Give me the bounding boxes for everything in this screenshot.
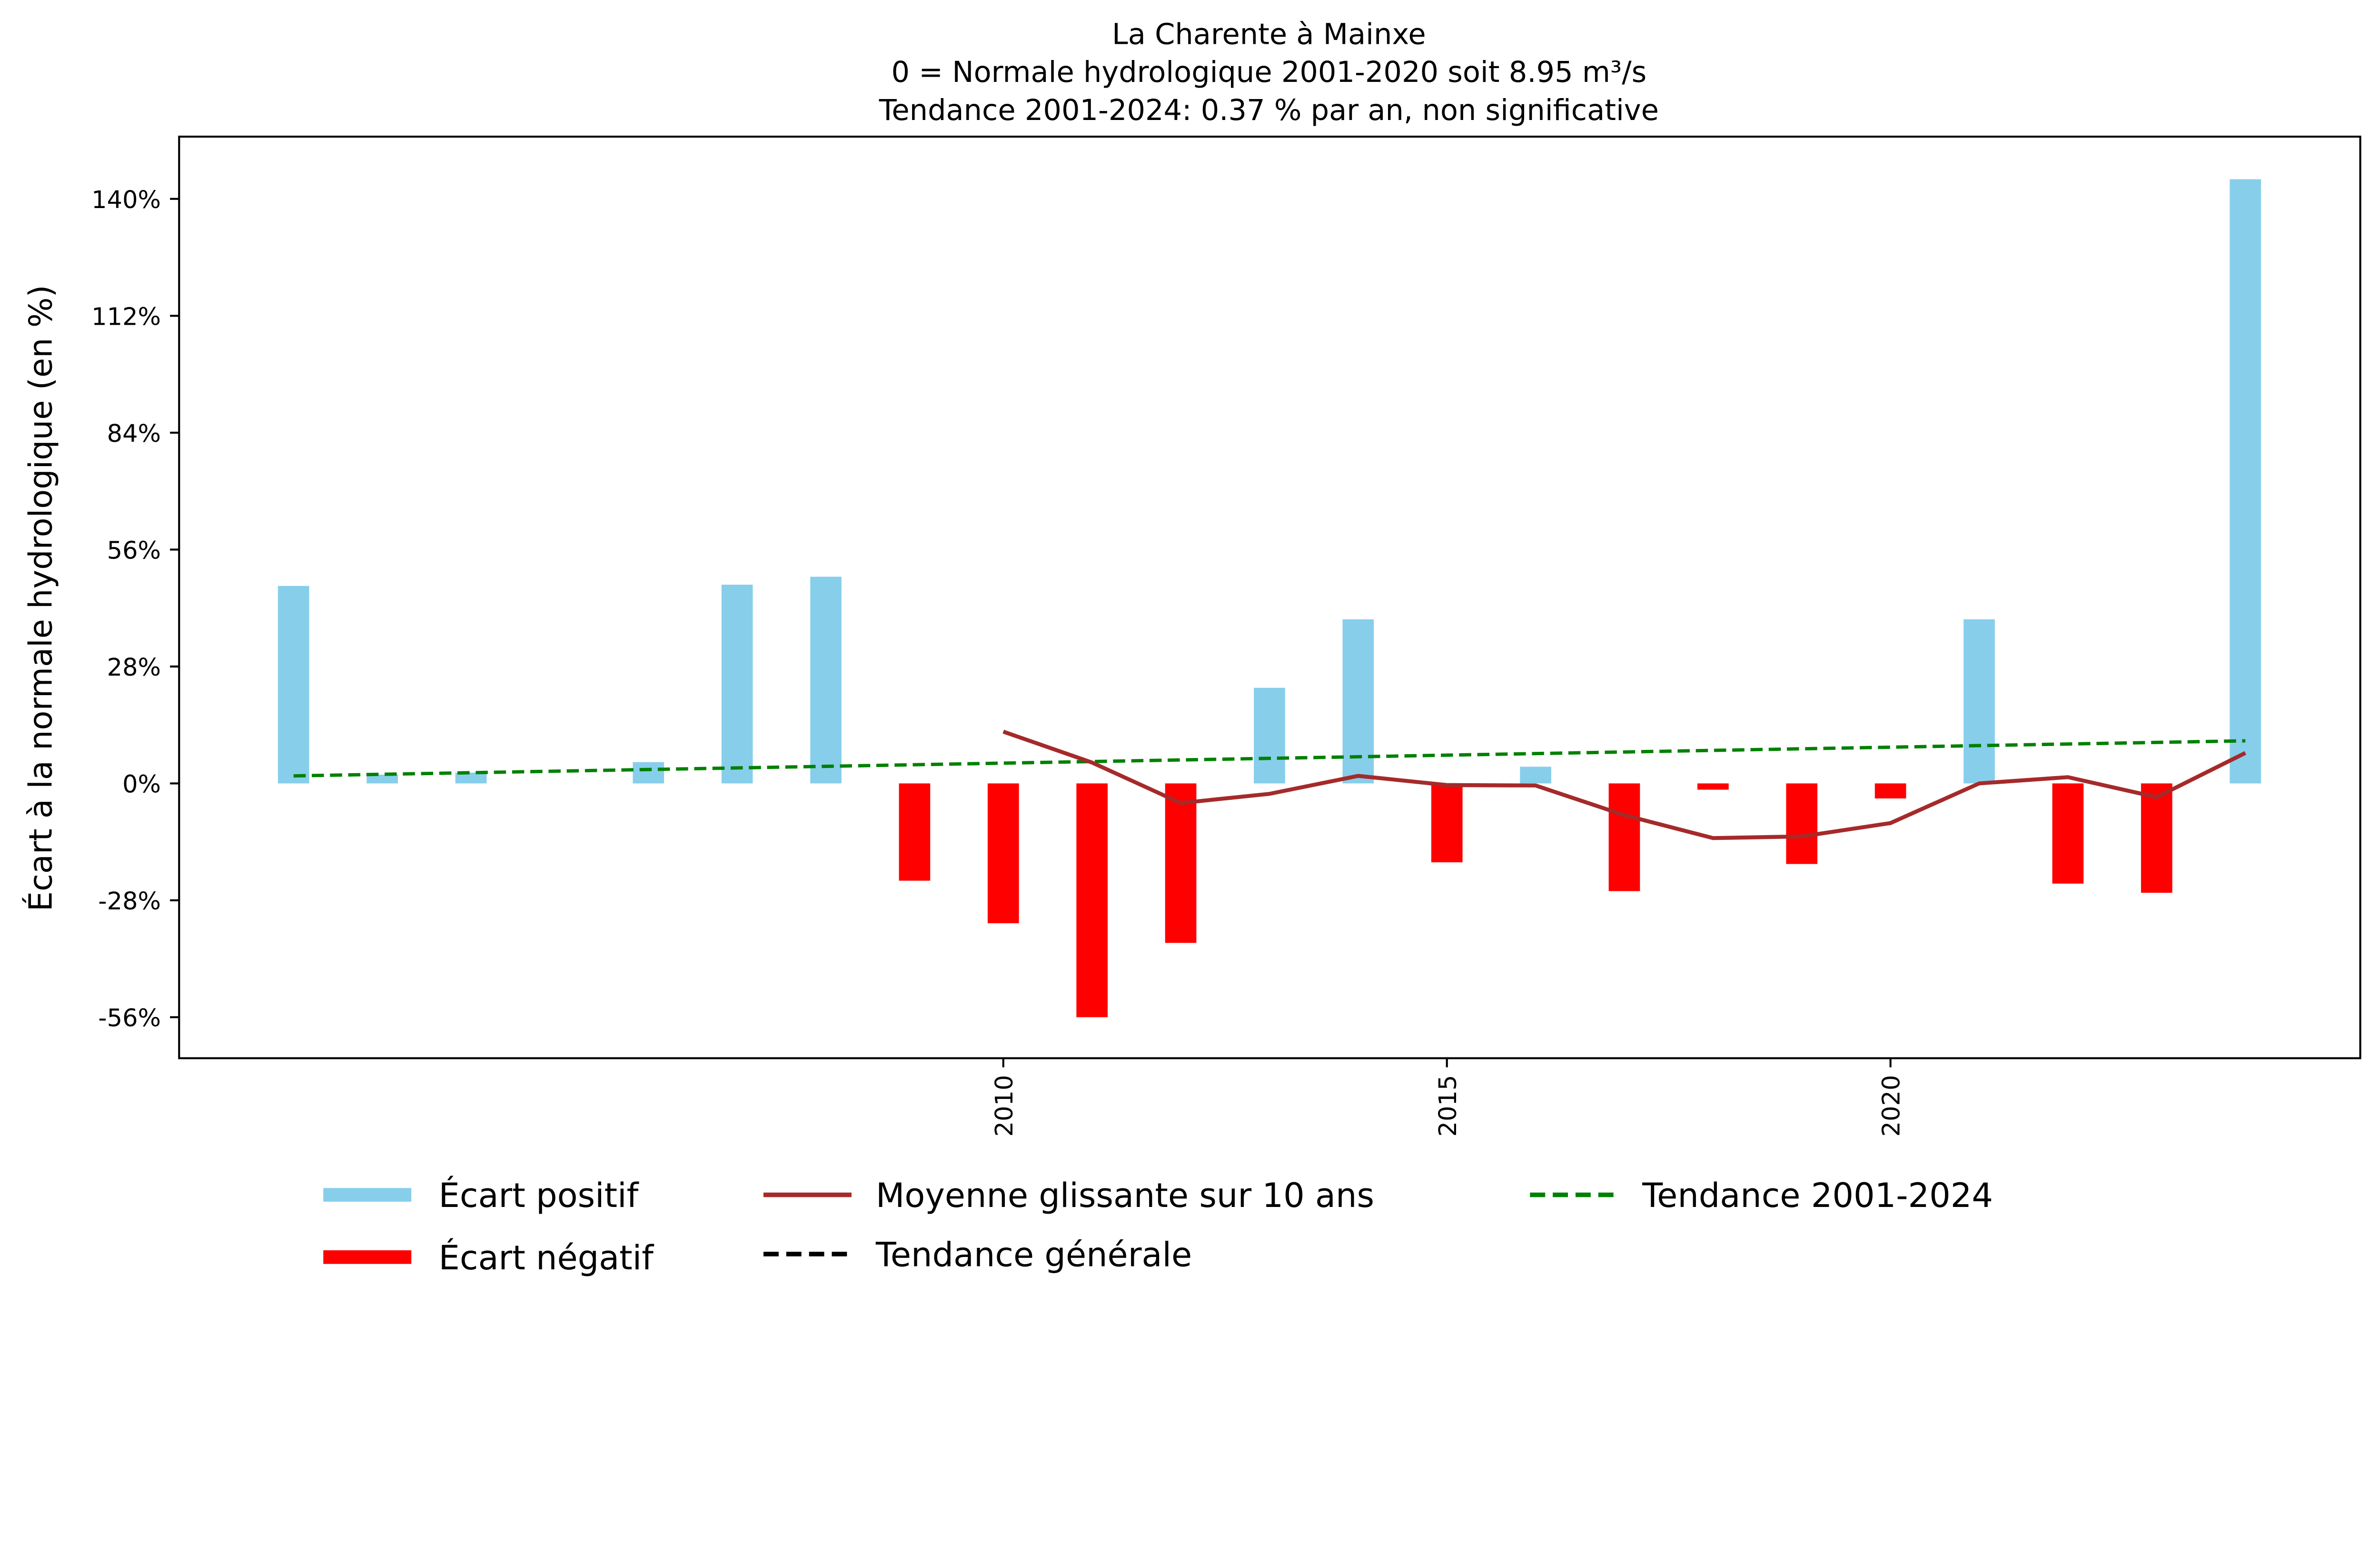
bar-negative [2141, 783, 2172, 893]
bar-positive [810, 577, 842, 784]
plot-frame [178, 135, 2361, 1059]
moving-average-line [1002, 729, 2246, 840]
bar-positive [1342, 619, 1374, 784]
trend-line [293, 739, 2246, 778]
bar-positive [278, 586, 309, 784]
bar-negative [1874, 783, 1906, 798]
y-axis-label: Écart à la normale hydrologique (en %) [21, 285, 59, 911]
y-tick-label: 140% [91, 186, 161, 214]
bar-positive [1520, 767, 1551, 784]
y-tick-label: 0% [122, 771, 161, 799]
bar-negative [1697, 783, 1729, 790]
bar-negative [1431, 783, 1463, 863]
bar-negative [1076, 783, 1108, 1017]
bar-negative [2052, 783, 2084, 884]
bar-negative [1786, 783, 1818, 864]
bar-positive [721, 584, 753, 784]
y-tick-label: 56% [107, 537, 161, 565]
bar-negative [1608, 783, 1640, 891]
chart-title-2: 0 = Normale hydrologique 2001-2020 soit … [891, 56, 1646, 89]
y-tick-label: 28% [107, 654, 161, 682]
bar-positive [1964, 619, 1995, 784]
chart-title-1: La Charente à Mainxe [1112, 18, 1426, 51]
bar-negative [987, 783, 1019, 924]
x-tick-label: 2010 [991, 1075, 1019, 1137]
legend-label-moving-average: Moyenne glissante sur 10 ans [876, 1176, 1374, 1215]
x-tick-label: 2015 [1434, 1075, 1462, 1137]
legend: Écart positif Écart négatif Moyenne glis… [323, 1176, 1993, 1277]
bar-positive [633, 762, 664, 784]
y-tick-label: -56% [98, 1005, 161, 1033]
legend-label-trend: Tendance 2001-2024 [1642, 1176, 1993, 1215]
bar-positive [2230, 179, 2261, 784]
x-tick-label: 2020 [1878, 1075, 1906, 1137]
chart: La Charente à Mainxe 0 = Normale hydrolo… [21, 18, 2361, 1277]
bar-negative [899, 783, 931, 881]
legend-label-negative: Écart négatif [439, 1238, 655, 1277]
bar-positive [367, 774, 398, 784]
chart-title-3: Tendance 2001-2024: 0.37 % par an, non s… [879, 94, 1659, 127]
y-tick-label: 112% [91, 303, 161, 331]
legend-label-general-trend: Tendance générale [875, 1235, 1192, 1274]
bar-positive [455, 772, 487, 784]
y-tick-label: 84% [107, 420, 161, 448]
legend-label-positive: Écart positif [439, 1176, 640, 1215]
bar-positive [1254, 688, 1285, 784]
y-tick-label: -28% [98, 887, 161, 916]
bar-negative [1165, 783, 1197, 943]
